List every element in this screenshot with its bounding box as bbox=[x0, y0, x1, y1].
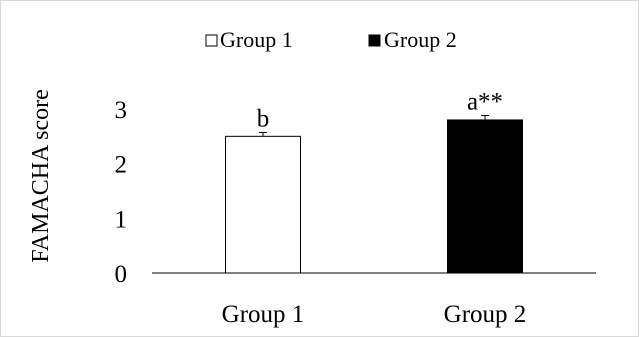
x-category-label-1: Group 1 bbox=[222, 301, 305, 328]
x-category-labels: Group 1 Group 2 bbox=[222, 301, 527, 328]
bar-group-2 bbox=[447, 119, 523, 274]
y-tick-label-2: 2 bbox=[115, 152, 128, 179]
x-category-label-2: Group 2 bbox=[444, 301, 527, 328]
bar-group-1 bbox=[225, 135, 301, 274]
bars: b a** bbox=[225, 89, 523, 274]
y-tick-labels: 0 1 2 3 bbox=[115, 97, 128, 288]
legend-label-group-2: Group 2 bbox=[384, 27, 457, 52]
y-tick-label-0: 0 bbox=[115, 261, 128, 288]
y-axis-title: FAMACHA score bbox=[28, 89, 54, 263]
y-tick-label-1: 1 bbox=[115, 206, 128, 233]
legend-swatch-group-2 bbox=[368, 34, 381, 47]
data-label-1: b bbox=[257, 106, 270, 133]
legend-swatch-group-1 bbox=[205, 34, 218, 47]
legend: Group 1 Group 2 bbox=[205, 27, 457, 52]
data-label-2: a** bbox=[467, 89, 503, 116]
legend-label-group-1: Group 1 bbox=[220, 27, 293, 52]
y-tick-label-3: 3 bbox=[115, 97, 128, 124]
